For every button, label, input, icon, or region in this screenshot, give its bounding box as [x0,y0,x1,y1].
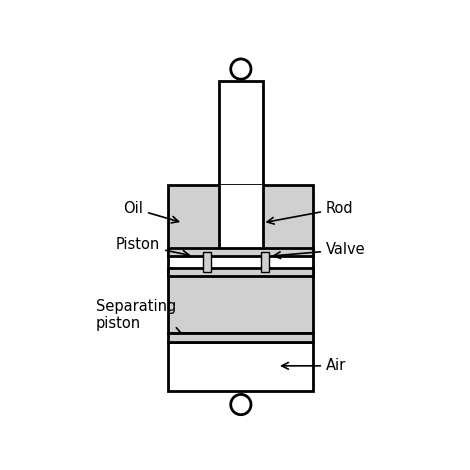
FancyBboxPatch shape [219,81,263,185]
FancyBboxPatch shape [261,252,269,272]
Text: Air: Air [282,358,346,373]
Text: Oil: Oil [123,201,179,223]
Text: Separating
piston: Separating piston [96,299,182,334]
FancyBboxPatch shape [169,185,313,252]
Circle shape [231,59,251,79]
Circle shape [231,394,251,415]
FancyBboxPatch shape [169,252,313,272]
FancyBboxPatch shape [169,272,313,333]
FancyBboxPatch shape [169,342,313,391]
FancyBboxPatch shape [169,268,313,276]
FancyBboxPatch shape [169,333,313,342]
Text: Valve: Valve [274,242,366,258]
FancyBboxPatch shape [203,252,211,272]
FancyBboxPatch shape [219,185,263,252]
Text: Rod: Rod [267,201,353,224]
FancyBboxPatch shape [169,248,313,256]
Text: Piston: Piston [116,237,189,257]
